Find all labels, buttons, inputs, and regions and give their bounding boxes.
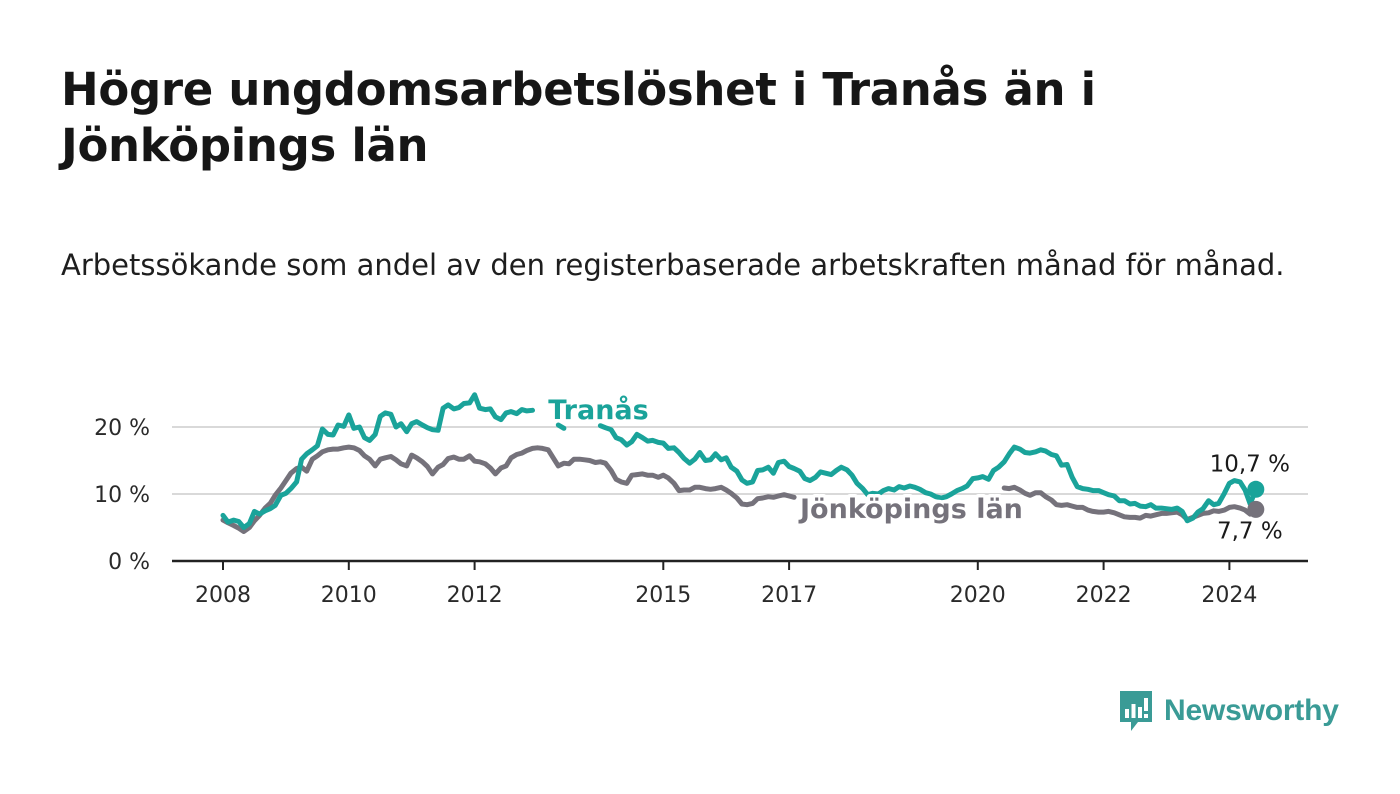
series-label-jonkopings-lan: Jönköpings län [798, 494, 1023, 525]
end-value-label: 10,7 % [1210, 451, 1290, 477]
series-line-jonkopings-lan [220, 444, 797, 534]
x-tick-label: 2010 [321, 583, 377, 608]
x-tick-label: 2012 [447, 583, 503, 608]
series-line-tranas [555, 422, 567, 431]
end-values: 10,7 % 7,7 % [1210, 451, 1290, 544]
x-tick-label: 2017 [761, 583, 817, 608]
newsworthy-icon [1120, 691, 1152, 731]
series-line-tranas [597, 423, 1259, 524]
x-tick-label: 2024 [1201, 583, 1257, 608]
end-value-label: 7,7 % [1217, 518, 1283, 544]
y-tick-label: 20 % [94, 416, 150, 441]
x-tick-label: 2008 [195, 583, 251, 608]
series-line-tranas [220, 392, 535, 530]
x-tick-label: 2022 [1076, 583, 1132, 608]
line-chart: 0 % 10 % 20 % 2008 2010 2012 2015 2017 2020 2022… [94, 391, 1308, 608]
brand-name: Newsworthy [1164, 694, 1339, 727]
x-tick-label: 2020 [950, 583, 1006, 608]
end-marker-tranas [1247, 480, 1265, 498]
chart-title: Högre ungdomsarbetslöshet i Tranås än i … [61, 63, 1096, 172]
x-axis-ticks: 2008 2010 2012 2015 2017 2020 2022 2024 [172, 559, 1308, 608]
y-tick-label: 0 % [108, 550, 150, 575]
series-label-tranas: Tranås [548, 394, 649, 426]
newsworthy-logo: Newsworthy [1118, 689, 1339, 733]
y-tick-label: 10 % [94, 483, 150, 508]
y-axis-ticks: 0 % 10 % 20 % [94, 416, 150, 575]
series-lines [220, 392, 1259, 534]
series-line-jonkopings-lan [1001, 484, 1259, 522]
gridlines [172, 426, 1308, 495]
end-marker-jonkopings-lan [1247, 500, 1265, 518]
x-tick-label: 2015 [635, 583, 691, 608]
series-labels: Tranås Jönköpings län [545, 391, 1027, 529]
chart-subtitle: Arbetssökande som andel av den registerb… [61, 248, 1285, 282]
